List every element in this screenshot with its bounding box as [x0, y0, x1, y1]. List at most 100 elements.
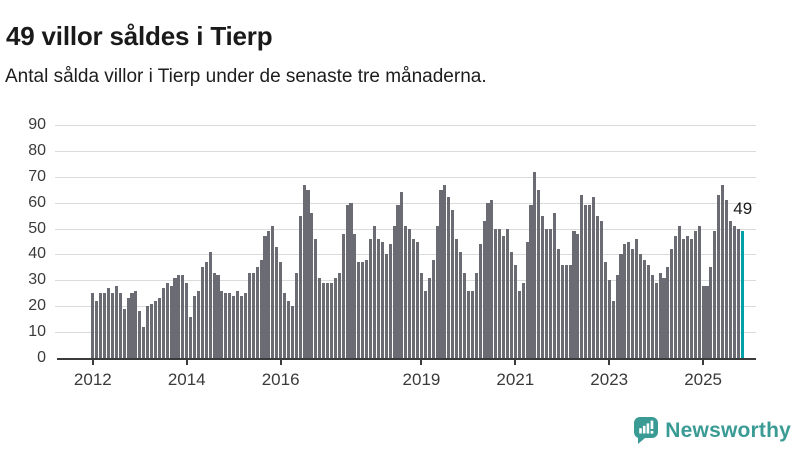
gridline: [55, 176, 756, 178]
bar: [635, 238, 639, 358]
gridline: [55, 202, 756, 204]
bar: [611, 301, 615, 358]
bar: [603, 262, 607, 358]
bar: [326, 282, 330, 358]
bar: [619, 254, 623, 358]
bar: [146, 306, 150, 358]
y-axis-tick-label: 60: [28, 193, 46, 211]
bar: [529, 205, 533, 358]
x-axis-tick: [279, 360, 282, 365]
x-axis-tick-label: 2025: [684, 370, 723, 389]
bar: [392, 225, 396, 358]
bar: [372, 225, 377, 358]
x-axis-tick: [514, 360, 517, 365]
bar: [282, 293, 287, 358]
bar: [717, 194, 721, 358]
bar: [732, 225, 736, 358]
bar: [318, 277, 322, 358]
bar: [443, 184, 447, 358]
y-axis-tick-label: 0: [37, 349, 46, 366]
y-axis-tick-label: 70: [28, 167, 46, 185]
bar: [302, 184, 306, 358]
bar: [193, 295, 197, 358]
bar: [588, 205, 592, 358]
bar: [580, 194, 584, 358]
bar: [396, 205, 400, 358]
bar: [353, 233, 357, 358]
bar: [592, 197, 596, 358]
y-axis-tick-label: 80: [28, 141, 46, 159]
bar: [388, 244, 392, 358]
bar: [404, 225, 408, 358]
bar: [384, 254, 388, 358]
bar: [275, 246, 279, 358]
bar: [369, 238, 373, 358]
bar: [525, 241, 529, 358]
bar: [365, 259, 369, 358]
bar: [306, 189, 310, 358]
newsworthy-wordmark: Newsworthy: [665, 418, 791, 442]
bar: [541, 215, 545, 358]
bar: [189, 316, 193, 358]
x-axis-tick: [702, 360, 705, 365]
bar: [126, 298, 130, 358]
bar: [298, 215, 302, 358]
bar: [106, 288, 111, 358]
bar: [470, 290, 474, 358]
bar: [631, 249, 635, 358]
bar: [537, 189, 541, 358]
bar: [474, 272, 478, 358]
bar: [310, 213, 314, 358]
x-axis-tick-label: 2019: [402, 370, 441, 389]
bar: [122, 308, 126, 358]
bar: [697, 225, 701, 358]
bar: [447, 197, 451, 358]
bar: [286, 301, 290, 358]
bar: [267, 231, 271, 358]
bar: [177, 275, 181, 358]
bar: [666, 267, 670, 358]
x-axis-tick-label: 2012: [73, 370, 112, 389]
bar: [466, 290, 470, 358]
bar: [713, 231, 717, 358]
bar: [204, 262, 208, 358]
bar: [513, 264, 517, 358]
bar: [576, 233, 580, 358]
bar: [99, 293, 103, 358]
bar: [361, 262, 365, 358]
bar: [247, 272, 251, 358]
bar: [110, 293, 114, 358]
page-title: 49 villor såldes i Tierp: [6, 21, 273, 52]
bar: [255, 267, 259, 358]
bar-highlight: [740, 231, 744, 358]
bar: [728, 220, 733, 358]
bar: [408, 228, 412, 358]
x-axis-line: [57, 358, 756, 360]
bar: [251, 272, 255, 358]
speech-bubble-bar-chart-icon: [634, 417, 659, 444]
bar: [455, 238, 459, 358]
bar: [228, 293, 232, 358]
bar: [595, 215, 600, 358]
bar: [376, 238, 380, 358]
bar: [118, 293, 122, 358]
bar: [419, 272, 423, 358]
bar: [638, 254, 643, 358]
x-axis-tick: [91, 360, 94, 365]
bar: [505, 228, 510, 358]
bar: [689, 238, 693, 358]
bar: [568, 264, 572, 358]
last-value-label: 49: [733, 199, 753, 218]
bar: [279, 262, 283, 358]
bar: [736, 228, 740, 358]
bar: [490, 200, 494, 358]
bar: [138, 311, 142, 358]
bar: [400, 192, 404, 358]
bar: [564, 264, 568, 358]
bar: [212, 272, 216, 358]
x-axis-tick: [608, 360, 611, 365]
bar: [103, 293, 107, 358]
bar: [294, 272, 298, 358]
bar: [646, 264, 650, 358]
